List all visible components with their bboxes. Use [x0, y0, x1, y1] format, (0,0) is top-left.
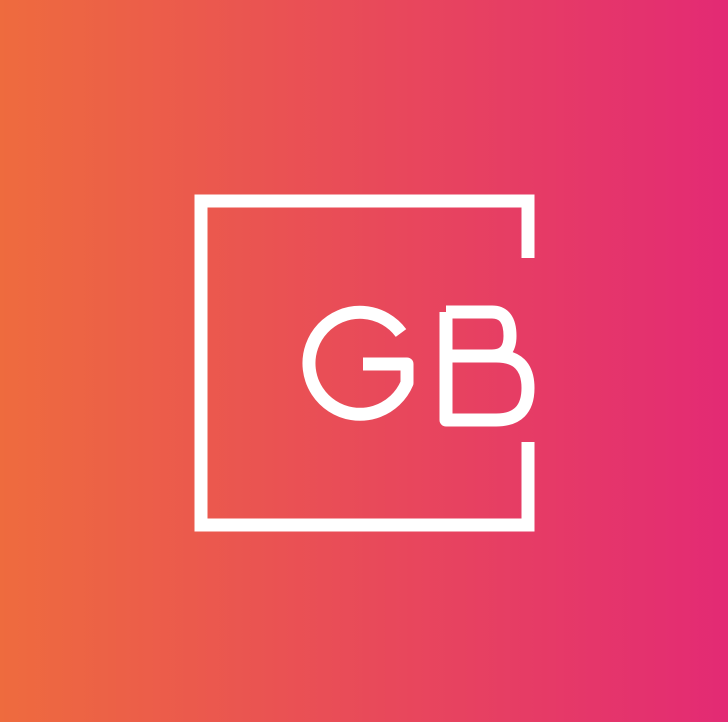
letter-b-icon	[439, 305, 535, 427]
square-frame-icon	[194, 194, 535, 532]
letter-g-icon	[302, 305, 414, 421]
gb-monogram-icon	[302, 305, 535, 427]
